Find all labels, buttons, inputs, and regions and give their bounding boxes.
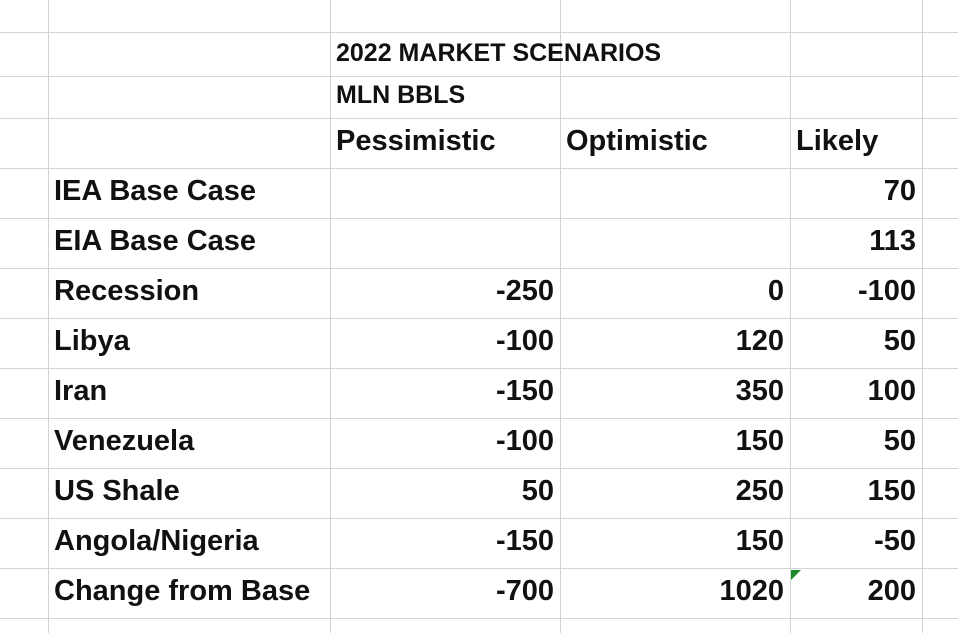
column-header-likely[interactable]: Likely — [796, 125, 879, 157]
value-cell[interactable]: 120 — [735, 325, 784, 357]
row-label[interactable]: EIA Base Case — [54, 225, 257, 257]
row-label[interactable]: Iran — [54, 375, 108, 407]
value-cell[interactable]: 150 — [867, 475, 916, 507]
units-cell[interactable]: MLN BBLS — [336, 81, 466, 109]
value-cell[interactable] — [330, 168, 560, 218]
row-gridline — [0, 118, 958, 119]
row-gridline — [0, 218, 958, 219]
value-cell[interactable]: 113 — [869, 225, 916, 257]
value-cell[interactable]: 1020 — [719, 575, 784, 607]
value-cell[interactable]: -100 — [495, 425, 554, 457]
value-cell[interactable] — [560, 218, 790, 268]
value-cell[interactable] — [560, 168, 790, 218]
value-cell[interactable] — [330, 218, 560, 268]
value-cell[interactable]: -700 — [495, 575, 554, 607]
value-cell[interactable]: -150 — [495, 525, 554, 557]
row-gridline — [0, 268, 958, 269]
value-cell[interactable]: 50 — [883, 425, 916, 457]
row-gridline — [0, 318, 958, 319]
value-cell[interactable]: 350 — [735, 375, 784, 407]
column-gridline — [922, 0, 923, 633]
value-cell[interactable]: 250 — [735, 475, 784, 507]
cell-error-indicator-icon[interactable] — [791, 570, 801, 580]
value-cell[interactable]: 50 — [521, 475, 554, 507]
row-gridline — [0, 168, 958, 169]
row-label[interactable]: Libya — [54, 325, 130, 357]
column-gridline — [560, 0, 561, 633]
value-cell[interactable]: -50 — [874, 525, 916, 557]
row-gridline — [0, 618, 958, 619]
row-gridline — [0, 368, 958, 369]
value-cell[interactable]: 200 — [867, 575, 916, 607]
value-cell[interactable]: -250 — [495, 275, 554, 307]
value-cell[interactable]: -100 — [857, 275, 916, 307]
row-label[interactable]: Change from Base — [54, 575, 311, 607]
column-header-optimistic[interactable]: Optimistic — [566, 125, 708, 157]
row-label[interactable]: US Shale — [54, 475, 180, 507]
column-gridline — [790, 0, 791, 633]
value-cell[interactable]: 150 — [735, 525, 784, 557]
row-label[interactable]: Angola/Nigeria — [54, 525, 259, 557]
value-cell[interactable]: 150 — [735, 425, 784, 457]
column-gridline — [330, 0, 331, 633]
column-gridline — [48, 0, 49, 633]
value-cell[interactable]: -150 — [495, 375, 554, 407]
row-gridline — [0, 468, 958, 469]
row-gridline — [0, 76, 958, 77]
value-cell[interactable]: 100 — [867, 375, 916, 407]
row-gridline — [0, 418, 958, 419]
row-gridline — [0, 568, 958, 569]
row-gridline — [0, 518, 958, 519]
value-cell[interactable]: -100 — [495, 325, 554, 357]
row-gridline — [0, 32, 958, 33]
row-label[interactable]: IEA Base Case — [54, 175, 257, 207]
title-cell[interactable]: 2022 MARKET SCENARIOS — [336, 39, 662, 67]
value-cell[interactable]: 50 — [883, 325, 916, 357]
row-label[interactable]: Venezuela — [54, 425, 195, 457]
value-cell[interactable]: 70 — [883, 175, 916, 207]
value-cell[interactable]: 0 — [767, 275, 784, 307]
row-label[interactable]: Recession — [54, 275, 200, 307]
column-header-pessimistic[interactable]: Pessimistic — [336, 125, 496, 157]
